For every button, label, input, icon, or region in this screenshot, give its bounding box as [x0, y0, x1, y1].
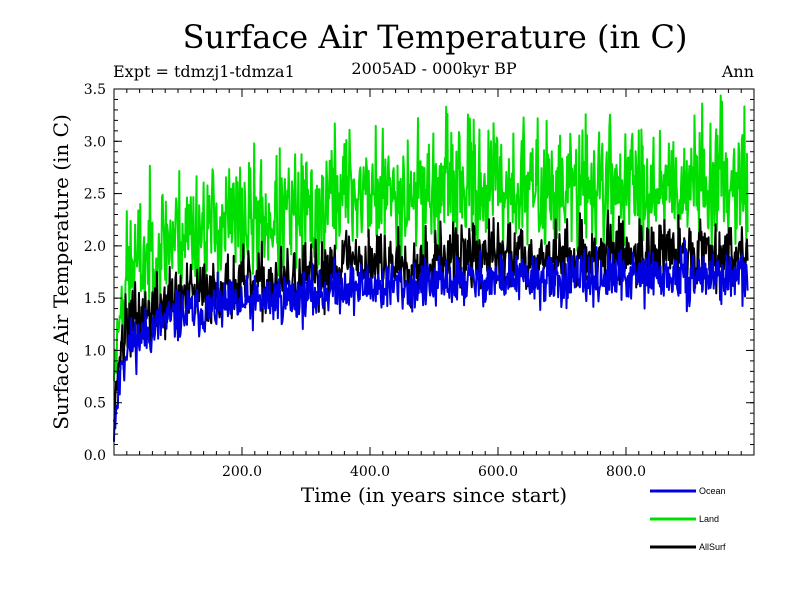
series-line-ocean	[113, 239, 749, 442]
x-axis-label: Time (in years since start)	[301, 483, 567, 507]
legend-label-land: Land	[699, 514, 719, 524]
y-tick-label: 2.5	[84, 187, 106, 203]
x-tick-label: 800.0	[606, 464, 646, 480]
y-tick-label: 3.0	[84, 134, 106, 150]
series-line-allsurf	[113, 209, 749, 422]
x-tick-label: 200.0	[222, 464, 262, 480]
series-line-land	[113, 94, 749, 381]
experiment-label: Expt = tdmzj1-tdmza1	[113, 62, 295, 81]
y-axis-label: Surface Air Temperature (in C)	[49, 114, 73, 430]
y-tick-label: 2.0	[84, 239, 106, 255]
legend: Ocean Land AllSurf	[650, 486, 726, 552]
legend-label-allsurf: AllSurf	[699, 542, 726, 552]
x-tick-label: 400.0	[350, 464, 390, 480]
y-tick-label: 0.5	[84, 396, 106, 412]
chart-subtitle: 2005AD - 000kyr BP	[351, 59, 516, 78]
chart-title: Surface Air Temperature (in C)	[183, 18, 688, 56]
x-tick-label: 600.0	[478, 464, 518, 480]
season-label: Ann	[721, 62, 754, 81]
y-tick-label: 1.5	[84, 291, 106, 307]
y-tick-label: 3.5	[84, 82, 106, 98]
y-tick-label: 0.0	[84, 448, 106, 464]
legend-label-ocean: Ocean	[699, 486, 726, 496]
y-tick-label: 1.0	[84, 343, 106, 359]
series-group	[113, 94, 749, 442]
plot-frame	[113, 88, 755, 456]
axes-group: 0.0 0.5 1.0 1.5 2.0 2.5 3.0 3.5 200.0 400.0 600.0 8…	[84, 82, 754, 480]
